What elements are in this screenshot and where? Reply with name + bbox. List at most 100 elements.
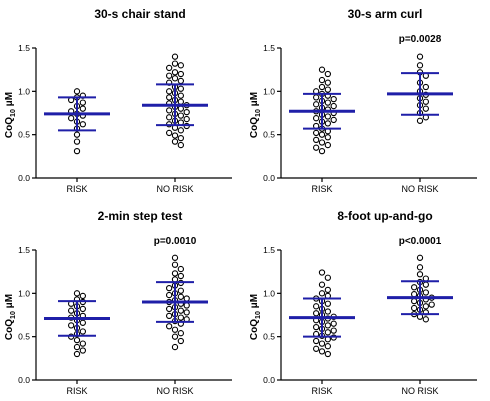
- data-point: [410, 304, 418, 312]
- data-point: [165, 72, 173, 79]
- data-point: [73, 350, 81, 358]
- data-point: [79, 347, 86, 354]
- y-tick-label: 1.5: [18, 245, 30, 255]
- x-category-label: NO RISK: [401, 184, 438, 194]
- data-point: [416, 62, 424, 69]
- data-point: [165, 312, 173, 320]
- data-point: [330, 116, 337, 124]
- data-point: [171, 343, 179, 351]
- data-point: [177, 127, 184, 134]
- x-category-label: RISK: [311, 184, 332, 194]
- data-point: [171, 326, 179, 333]
- data-point: [68, 307, 75, 314]
- data-point: [324, 134, 331, 141]
- data-point: [171, 333, 179, 340]
- data-point: [318, 83, 326, 91]
- chart-panel-1: 30-s chair stand 0.0 0.5 1.0 1.5 CoQ10 μM RISK…: [4, 7, 232, 194]
- data-point: [183, 302, 190, 309]
- data-point: [73, 147, 81, 155]
- data-point: [318, 131, 326, 138]
- y-tick-label: 0.5: [263, 130, 275, 140]
- data-point: [324, 329, 331, 336]
- data-point: [318, 66, 326, 73]
- data-point: [79, 319, 86, 326]
- y-axis-label-subscript: 10: [255, 109, 262, 117]
- y-tick-label: 1.0: [263, 86, 275, 96]
- y-tick-label: 1.0: [18, 288, 30, 298]
- data-point: [313, 136, 320, 144]
- data-point: [313, 310, 320, 317]
- data-point: [177, 134, 184, 142]
- data-point: [313, 129, 320, 137]
- y-axis-label: CoQ10 μM: [249, 294, 262, 340]
- x-category-label: RISK: [66, 386, 87, 396]
- y-axis-label-unit: μM: [4, 92, 15, 109]
- data-point: [330, 102, 337, 110]
- y-tick-label: 0.0: [18, 375, 30, 385]
- data-point: [177, 272, 184, 280]
- data-point: [183, 309, 190, 316]
- y-tick-label: 1.5: [18, 43, 30, 53]
- y-tick-label: 1.0: [263, 288, 275, 298]
- data-point: [177, 112, 184, 119]
- data-point: [171, 254, 179, 261]
- data-point: [73, 343, 81, 351]
- data-point: [324, 120, 331, 127]
- data-point: [422, 98, 429, 105]
- data-point: [79, 340, 86, 347]
- data-point: [183, 295, 190, 302]
- data-point: [410, 297, 418, 305]
- data-point: [318, 269, 326, 276]
- data-point: [324, 113, 331, 120]
- data-point: [171, 270, 179, 277]
- x-category-label: RISK: [311, 386, 332, 396]
- data-point: [422, 289, 429, 296]
- data-point: [318, 76, 326, 84]
- data-point: [79, 292, 86, 300]
- data-point: [73, 88, 81, 95]
- y-axis-label: CoQ10 μM: [249, 92, 262, 138]
- data-point: [324, 99, 331, 106]
- data-point: [416, 264, 424, 271]
- data-point: [318, 147, 326, 155]
- data-point: [416, 254, 424, 261]
- data-point: [177, 330, 184, 337]
- y-axis-label-subscript: 10: [10, 109, 17, 117]
- data-point: [330, 327, 337, 334]
- data-point: [177, 141, 184, 149]
- data-point: [324, 70, 331, 78]
- data-point: [416, 53, 424, 60]
- data-point: [165, 64, 173, 72]
- x-category-label: NO RISK: [401, 386, 438, 396]
- data-point: [177, 85, 184, 92]
- data-point: [324, 141, 331, 149]
- y-axis-label-subscript: 10: [10, 311, 17, 319]
- data-point: [79, 99, 86, 106]
- data-point: [177, 98, 184, 105]
- data-point: [416, 117, 424, 124]
- data-point: [171, 69, 179, 76]
- x-category-label: NO RISK: [156, 184, 193, 194]
- data-point: [165, 107, 173, 114]
- data-point: [183, 108, 190, 116]
- data-point: [324, 300, 331, 307]
- data-point: [165, 284, 173, 292]
- y-axis-label-unit: μM: [4, 294, 15, 311]
- y-axis-label-main: CoQ: [4, 319, 15, 340]
- data-point: [422, 83, 429, 91]
- data-point: [68, 322, 75, 329]
- data-point: [177, 307, 184, 314]
- data-point: [324, 86, 331, 93]
- x-category-label: NO RISK: [156, 386, 193, 396]
- data-point: [73, 138, 81, 145]
- y-tick-label: 1.0: [18, 86, 30, 96]
- data-point: [79, 105, 86, 112]
- y-tick-label: 0.0: [263, 375, 275, 385]
- data-point: [422, 105, 429, 112]
- y-tick-label: 1.5: [263, 245, 275, 255]
- y-axis-label-main: CoQ: [249, 319, 260, 340]
- data-point: [177, 287, 184, 294]
- data-point: [422, 281, 429, 288]
